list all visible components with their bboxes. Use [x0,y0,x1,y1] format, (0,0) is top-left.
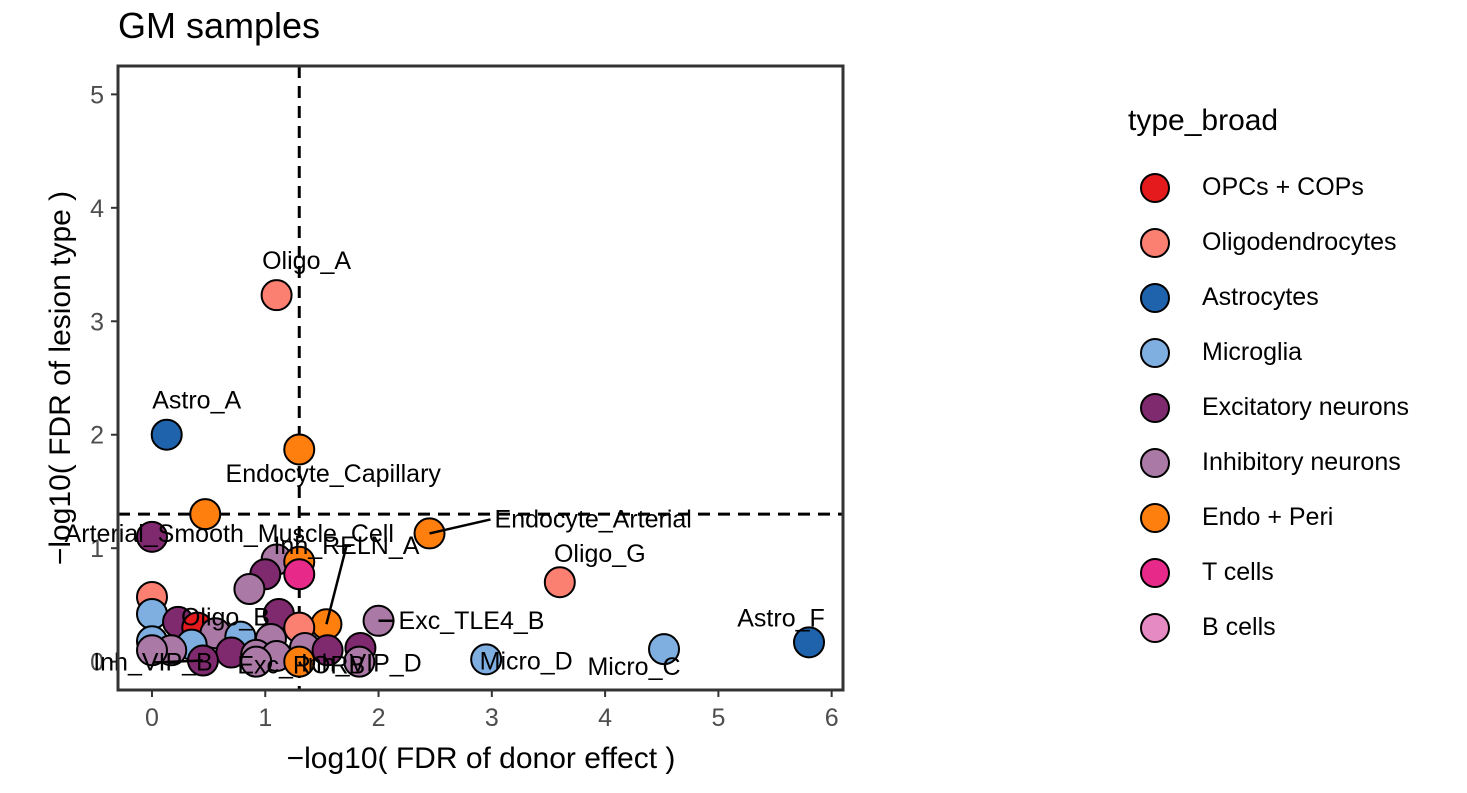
x-tick-label: 3 [485,704,499,732]
point-label: Oligo_G [554,540,646,568]
annotation-leader-line [429,518,491,535]
legend: type_broad OPCs + COPs Oligodendrocytes As… [1128,104,1409,655]
point-label: Oligo_A [262,247,351,275]
point-label: Inh_VIP_D [301,650,422,678]
legend-item: Excitatory neurons [1128,380,1409,435]
legend-label: B cells [1202,613,1276,641]
legend-swatch [1140,612,1170,643]
data-point [283,558,316,591]
legend-label: Oligodendrocytes [1202,228,1397,256]
data-point [648,633,681,666]
data-point [135,634,168,667]
y-tick-label: 4 [90,195,104,223]
point-label: Endocyte_Capillary [226,460,442,488]
point-label: Exc_TLE4_B [399,607,545,635]
x-tick-label: 4 [598,704,612,732]
legend-label: Microglia [1202,338,1303,366]
legend-label: OPCs + COPs [1202,173,1364,201]
legend-label: T cells [1202,558,1274,586]
point-label: Inh_VIP_B [93,649,213,677]
legend-items: OPCs + COPs Oligodendrocytes Astrocytes Mic… [1128,160,1409,655]
x-tick-label: 2 [372,704,386,732]
point-label: Endocyte_Arterial [495,505,692,533]
data-point [189,498,222,531]
legend-swatch [1140,282,1170,313]
x-tick-label: 1 [258,704,272,732]
legend-swatch [1140,502,1170,533]
chart-title: GM samples [118,5,320,46]
point-label: Exc_RORB [237,652,365,680]
legend-label: Endo + Peri [1202,503,1334,531]
x-axis-label: −log10( FDR of donor effect ) [287,742,676,775]
data-point [343,645,376,678]
data-point [260,279,293,312]
plot-border [116,64,845,692]
data-point [311,634,344,667]
y-tick-label: 5 [90,81,104,109]
data-point [793,626,826,659]
point-label: Micro_C [587,653,680,681]
legend-title: type_broad [1128,104,1279,137]
data-point [543,566,576,599]
legend-swatch [1140,337,1170,368]
annotation-leader-line [152,659,204,664]
y-tick-label: 2 [90,422,104,450]
data-point [283,433,316,466]
data-point [470,643,503,676]
legend-swatch [1140,557,1170,588]
annotation-leader-line [325,545,348,625]
y-axis-label: −log10( FDR of lesion type ) [44,191,77,565]
x-tick-label: 0 [145,704,159,732]
y-tick-label: 0 [90,649,104,677]
data-point [233,573,266,606]
legend-item: OPCs + COPs [1128,160,1409,215]
point-label: Oligo_B [181,603,270,631]
legend-label: Excitatory neurons [1202,393,1410,421]
data-point [240,645,273,678]
legend-item: Astrocytes [1128,270,1409,325]
y-tick-label: 3 [90,308,104,336]
data-point [150,418,183,451]
point-label: Astro_A [152,387,241,415]
point-label: Astro_F [737,604,825,632]
plot-area: 0 1 2 3 4 5 6 0 1 2 3 4 5 Oligo_A Astro_A Endocyte_Capi… [65,64,845,732]
y-tick-label: 1 [90,535,104,563]
legend-item: Oligodendrocytes [1128,215,1409,270]
legend-item: Microglia [1128,325,1409,380]
point-label: Inh_RELN_A [273,532,419,560]
legend-swatch [1140,172,1170,203]
legend-swatch [1140,227,1170,258]
data-point [135,520,168,553]
x-tick-label: 6 [825,704,839,732]
legend-item: Endo + Peri [1128,490,1409,545]
legend-swatch [1140,447,1170,478]
legend-item: Inhibitory neurons [1128,435,1409,490]
legend-swatch [1140,392,1170,423]
legend-item: B cells [1128,600,1409,655]
legend-label: Astrocytes [1202,283,1319,311]
x-tick-label: 5 [711,704,725,732]
legend-label: Inhibitory neurons [1202,448,1401,476]
point-label: Micro_D [480,647,573,675]
legend-item: T cells [1128,545,1409,600]
annotation-leader-line [298,661,303,667]
